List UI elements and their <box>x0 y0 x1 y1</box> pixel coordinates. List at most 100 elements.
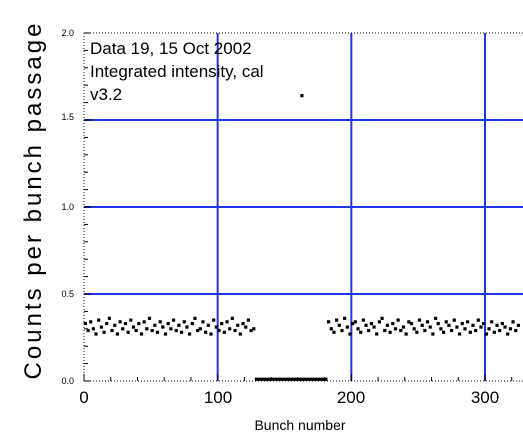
data-point <box>129 318 133 322</box>
data-point <box>123 321 128 326</box>
data-point <box>401 325 406 329</box>
data-point <box>409 321 414 326</box>
data-point <box>500 321 504 326</box>
data-point <box>158 320 162 324</box>
data-point <box>118 320 122 324</box>
data-point <box>91 327 95 331</box>
data-point <box>294 377 299 381</box>
data-point <box>476 318 480 322</box>
data-point <box>99 325 103 329</box>
data-point <box>185 325 189 329</box>
data-point <box>220 321 224 326</box>
data-point <box>468 330 472 334</box>
data-point <box>420 323 424 327</box>
data-point <box>396 318 400 322</box>
data-point <box>110 328 114 333</box>
data-point <box>452 318 456 322</box>
data-point <box>466 320 470 324</box>
data-point <box>121 327 125 331</box>
data-point <box>353 320 357 324</box>
data-point <box>310 377 315 381</box>
data-point <box>383 328 387 333</box>
data-point <box>249 328 253 333</box>
data-point <box>305 377 309 381</box>
x-tick-label: 300 <box>471 388 499 407</box>
data-point <box>455 325 459 329</box>
gridlines <box>84 33 523 381</box>
data-point <box>439 327 443 331</box>
data-point <box>169 327 173 331</box>
data-point <box>262 377 267 381</box>
y-tick-label: 0.5 <box>61 289 74 299</box>
data-point <box>447 323 451 327</box>
data-point <box>324 377 328 381</box>
data-point <box>511 320 515 324</box>
data-point <box>332 330 336 334</box>
data-point <box>329 327 333 331</box>
annotation-line: v3.2 <box>90 85 122 104</box>
data-point <box>163 332 168 336</box>
data-point <box>217 328 221 333</box>
data-point <box>313 377 317 381</box>
data-point <box>257 377 261 381</box>
data-point <box>308 377 312 381</box>
data-point <box>391 321 395 326</box>
data-point <box>107 316 111 320</box>
data-point <box>444 320 448 324</box>
data-point <box>345 325 349 329</box>
data-point <box>289 377 293 381</box>
data-point <box>516 323 521 327</box>
data-point <box>415 330 419 334</box>
data-point <box>89 320 93 324</box>
data-point <box>260 377 264 381</box>
data-point <box>487 327 491 331</box>
data-point <box>385 323 390 327</box>
data-point <box>139 332 144 336</box>
data-point <box>428 325 432 329</box>
data-point <box>460 321 464 326</box>
data-point <box>492 330 496 334</box>
data-point <box>236 323 240 327</box>
data-point <box>193 316 197 320</box>
annotation-line: Integrated intensity, cal <box>90 62 264 81</box>
data-point <box>375 332 379 336</box>
data-point <box>286 377 291 381</box>
data-point <box>463 327 467 331</box>
data-point <box>300 94 304 98</box>
y-tick-labels: 0.0 0.5 1.0 1.5 2.0 <box>61 28 74 386</box>
data-point <box>318 377 323 381</box>
data-point <box>222 330 226 334</box>
data-point <box>174 328 178 333</box>
data-point <box>134 328 138 333</box>
data-point <box>292 377 296 381</box>
data-point <box>228 327 232 331</box>
data-point <box>265 377 269 381</box>
data-point <box>171 318 176 322</box>
data-point <box>212 318 216 322</box>
data-point <box>433 316 438 320</box>
data-point <box>102 330 106 334</box>
x-tick-label: 0 <box>79 388 88 407</box>
data-point <box>361 318 365 322</box>
y-tick-label: 1.5 <box>61 112 74 122</box>
data-point <box>388 330 392 334</box>
data-point <box>449 328 454 333</box>
data-point <box>399 328 403 333</box>
data-point <box>179 330 184 334</box>
data-point <box>270 377 275 381</box>
data-point <box>441 330 446 334</box>
data-point <box>337 323 341 327</box>
data-point <box>177 323 181 327</box>
data-point <box>246 318 251 322</box>
data-point <box>417 318 422 322</box>
data-point <box>297 377 301 381</box>
data-point <box>86 328 90 333</box>
data-point <box>356 327 360 331</box>
data-point <box>244 325 248 329</box>
data-point <box>209 332 213 336</box>
data-point <box>278 377 283 381</box>
data-point <box>115 332 120 336</box>
data-point <box>137 321 141 326</box>
data-point <box>351 321 355 326</box>
data-points <box>83 94 521 381</box>
